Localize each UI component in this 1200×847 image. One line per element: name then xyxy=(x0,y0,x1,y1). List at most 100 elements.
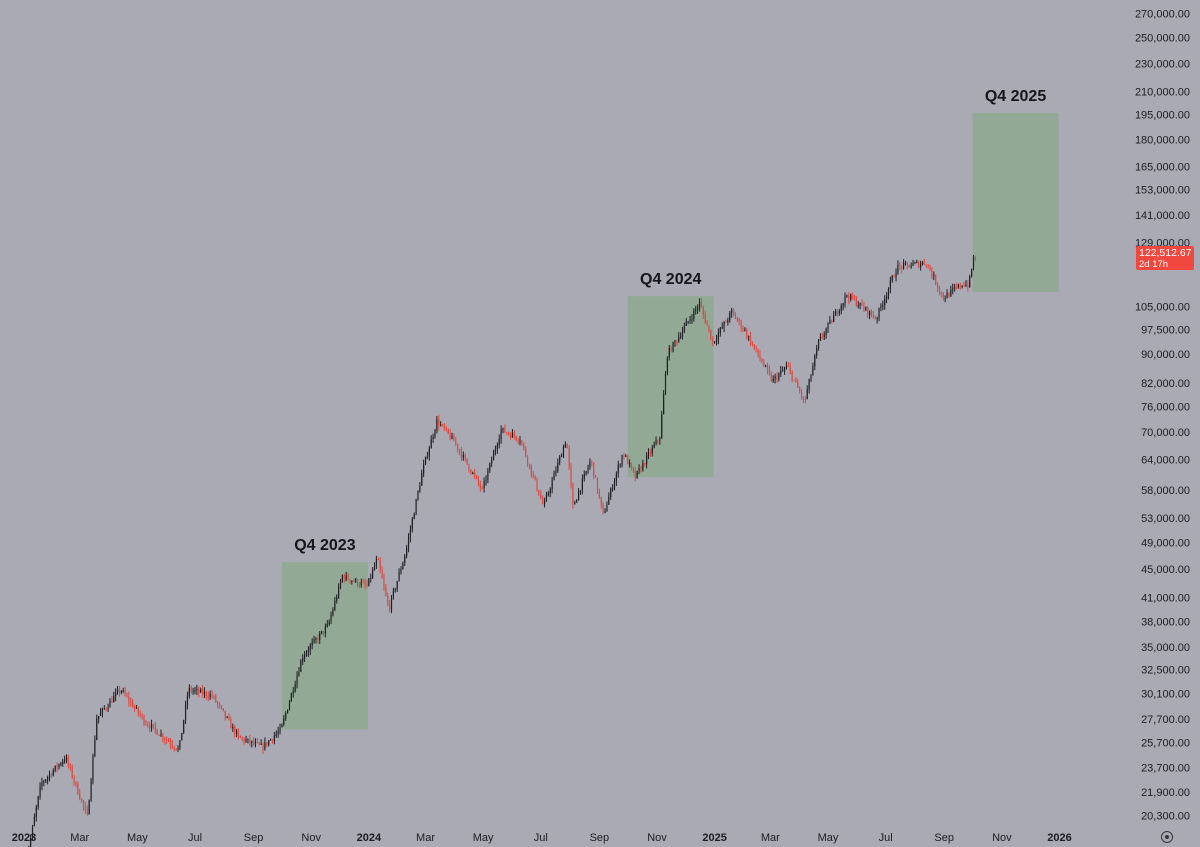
zone-labels: Q4 2023 Q4 2024 Q4 2025 xyxy=(294,88,1046,554)
candle-78 xyxy=(171,739,173,750)
candle-447 xyxy=(868,310,871,320)
candle-480 xyxy=(931,266,933,280)
candle-20 xyxy=(62,758,64,767)
candle-472 xyxy=(916,259,918,264)
candle-406 xyxy=(791,370,793,383)
candle-455 xyxy=(884,295,886,310)
candlestick-series xyxy=(28,255,976,847)
candle-483 xyxy=(937,282,939,293)
candle-68 xyxy=(152,724,155,730)
candle-93 xyxy=(200,687,202,693)
candle-372 xyxy=(727,317,729,326)
candle-498 xyxy=(965,280,967,288)
candle-392 xyxy=(765,364,767,368)
candle-460 xyxy=(893,274,895,278)
candle-241 xyxy=(479,480,481,492)
candle-63 xyxy=(143,714,145,727)
candle-210 xyxy=(421,469,423,486)
candle-52 xyxy=(122,687,124,694)
candle-228 xyxy=(455,437,457,447)
candle-405 xyxy=(789,362,791,375)
candle-111 xyxy=(234,724,236,738)
candle-457 xyxy=(887,287,890,300)
candle-62 xyxy=(141,713,143,720)
candle-395 xyxy=(770,371,772,383)
candle-38 xyxy=(96,714,98,741)
candle-416 xyxy=(810,374,812,383)
candle-340 xyxy=(666,356,668,376)
candle-437 xyxy=(850,293,852,302)
y-tick-label-17: 58,000.00 xyxy=(1141,485,1190,497)
candle-122 xyxy=(254,738,257,748)
candle-451 xyxy=(876,316,878,324)
settings-gear-icon[interactable] xyxy=(1161,831,1173,843)
price-axis[interactable]: 270,000.00 250,000.00 230,000.00 210,000.00… xyxy=(1135,9,1190,823)
candle-179 xyxy=(362,579,364,584)
candle-100 xyxy=(213,694,215,700)
y-tick-label-27: 25,700.00 xyxy=(1141,737,1190,749)
x-tick-label-5: Nov xyxy=(301,832,321,844)
candle-113 xyxy=(237,728,240,740)
candle-77 xyxy=(169,737,172,750)
candle-212 xyxy=(424,456,427,466)
candle-244 xyxy=(485,475,487,486)
candle-316 xyxy=(621,454,623,468)
candle-234 xyxy=(466,458,468,465)
candle-27 xyxy=(75,781,77,788)
candle-180 xyxy=(364,578,366,590)
candle-91 xyxy=(196,684,198,695)
candle-29 xyxy=(79,789,81,801)
candle-310 xyxy=(610,487,612,500)
candle-425 xyxy=(827,322,829,334)
candle-125 xyxy=(260,739,262,745)
candle-265 xyxy=(525,446,527,458)
candle-84 xyxy=(183,719,185,735)
candle-468 xyxy=(908,264,910,268)
candle-44 xyxy=(107,703,109,713)
candle-350 xyxy=(685,318,687,326)
candle-443 xyxy=(861,299,863,306)
candle-139 xyxy=(287,709,289,714)
candle-339 xyxy=(664,371,667,396)
candle-433 xyxy=(842,302,844,311)
candle-484 xyxy=(938,285,941,296)
y-tick-label-22: 38,000.00 xyxy=(1141,616,1190,628)
candle-12 xyxy=(47,775,49,785)
candle-188 xyxy=(379,557,381,573)
candle-462 xyxy=(897,260,899,275)
candle-249 xyxy=(494,445,497,456)
candle-6 xyxy=(35,804,37,822)
candle-427 xyxy=(831,319,833,324)
candle-404 xyxy=(787,361,789,368)
candle-261 xyxy=(517,438,519,445)
candle-66 xyxy=(149,721,151,733)
candle-271 xyxy=(536,477,538,492)
candle-324 xyxy=(636,470,638,479)
candle-116 xyxy=(243,737,245,745)
candle-337 xyxy=(661,410,663,439)
candle-145 xyxy=(298,667,300,677)
candle-368 xyxy=(719,326,721,337)
candle-414 xyxy=(806,385,808,400)
y-tick-label-20: 45,000.00 xyxy=(1141,564,1190,576)
candle-218 xyxy=(436,415,438,434)
candle-74 xyxy=(164,736,166,745)
candle-196 xyxy=(394,587,396,593)
candle-411 xyxy=(800,389,803,400)
candle-347 xyxy=(680,332,682,340)
candle-205 xyxy=(411,517,413,533)
y-tick-label-4: 195,000.00 xyxy=(1135,110,1190,122)
candle-53 xyxy=(124,686,126,697)
candle-92 xyxy=(198,686,200,698)
candle-215 xyxy=(430,435,432,449)
candle-438 xyxy=(851,292,854,300)
candle-280 xyxy=(553,470,555,481)
candle-361 xyxy=(706,320,708,326)
x-tick-label-6: 2024 xyxy=(357,832,382,844)
candle-360 xyxy=(704,310,706,324)
candle-407 xyxy=(793,379,795,381)
candle-17 xyxy=(56,762,58,773)
candle-81 xyxy=(177,745,179,753)
time-axis[interactable]: 2023 Mar May Jul Sep Nov 2024 Mar May Jul Sep Nov 20… xyxy=(12,832,1072,844)
